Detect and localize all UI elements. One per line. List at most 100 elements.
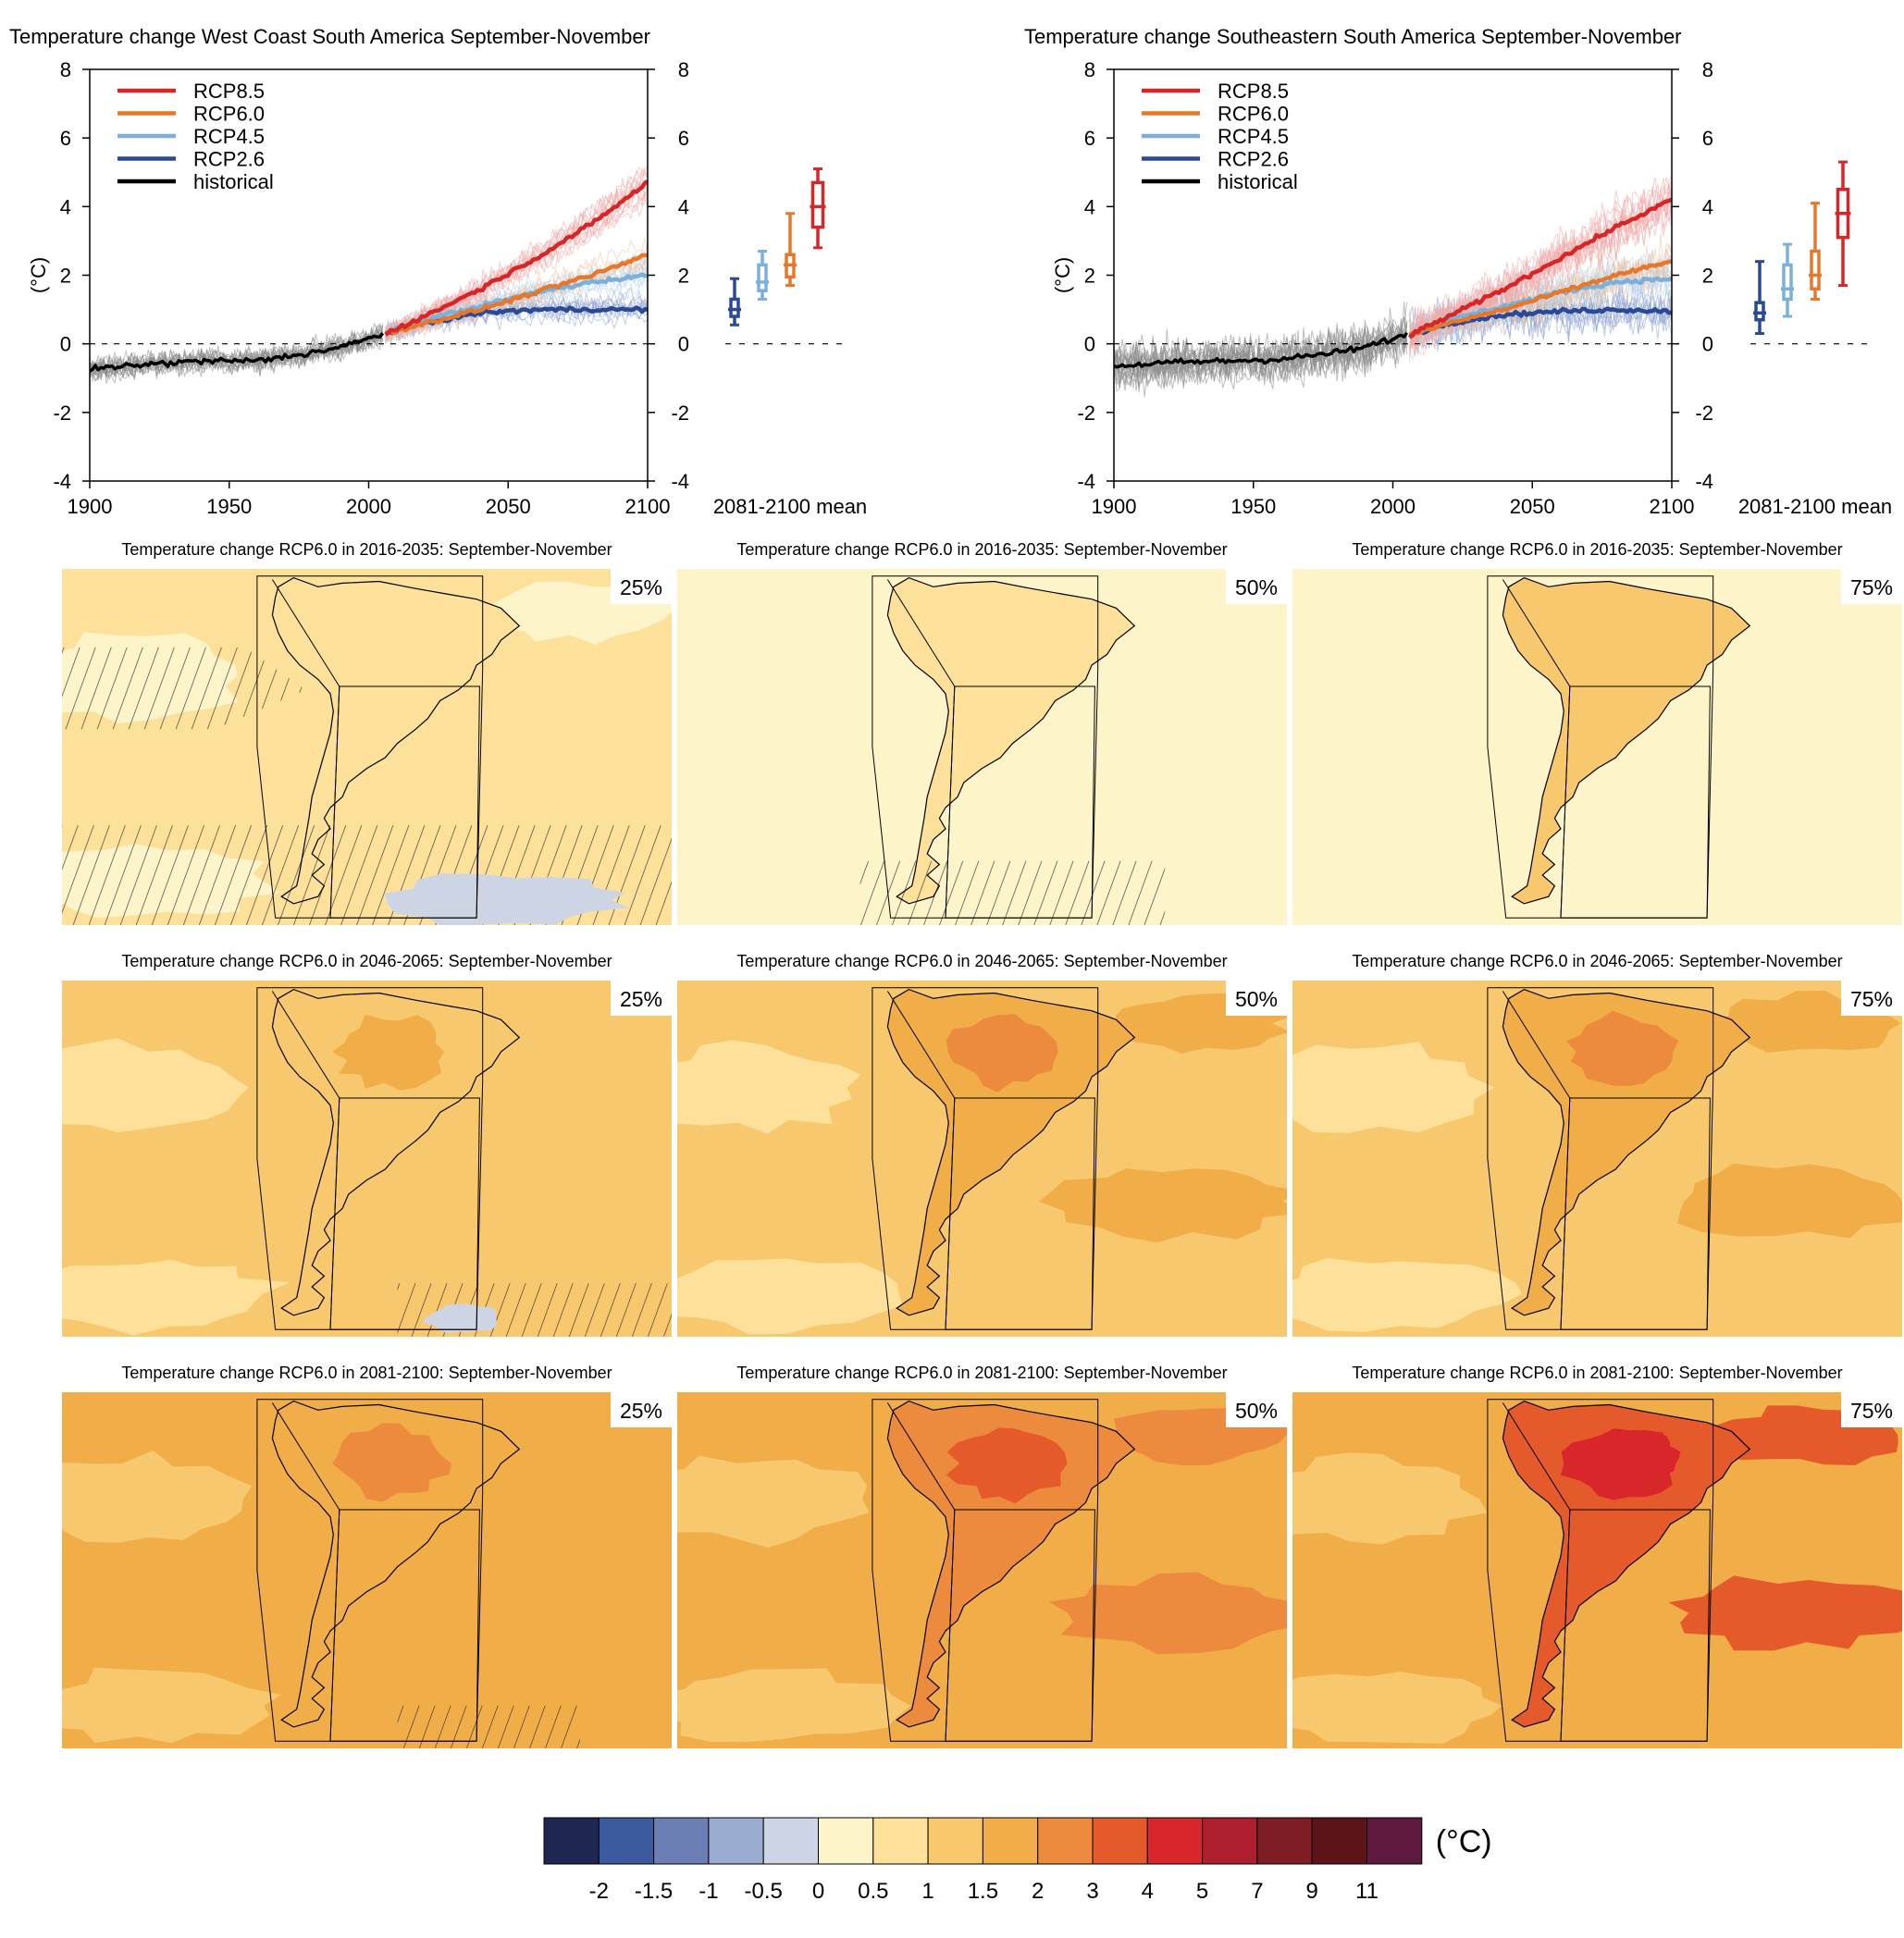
scenario-member-line	[1409, 203, 1672, 354]
ensemble-spread	[90, 165, 648, 385]
x-tick-label: 1950	[206, 495, 252, 518]
ocean-contour	[424, 1303, 497, 1334]
percentile-label: 75%	[1850, 987, 1893, 1011]
colorbar-tick-label: 1.5	[968, 1879, 998, 1904]
legend-label: RCP8.5	[193, 80, 265, 103]
legend-label: RCP4.5	[193, 125, 265, 148]
x-tick-label: 1950	[1230, 495, 1276, 518]
continent-contour	[272, 577, 520, 904]
y-tick-label-right: 6	[678, 127, 689, 150]
land-contour	[942, 605, 1069, 675]
ocean-contour	[677, 1668, 911, 1743]
colorbar-tick-label: 2	[1032, 1879, 1044, 1904]
map-panel-2016-2035-75pct: 75% Temperature change RCP6.0 in 2016-203…	[1292, 540, 1902, 925]
series-line-rcp85	[384, 179, 648, 337]
land-contour	[331, 600, 446, 681]
coastline	[271, 576, 521, 905]
series-line-historical	[1114, 331, 1409, 369]
map-title: Temperature change RCP6.0 in 2046-2065: …	[1352, 952, 1842, 970]
x-tick-label: 2100	[1650, 495, 1695, 518]
ocean-contour	[677, 634, 864, 721]
percentile-label-bg	[611, 981, 672, 1016]
y-tick-label: 8	[1084, 58, 1095, 81]
y-tick-label: 4	[1084, 195, 1095, 218]
percentile-label-bg	[1226, 1392, 1287, 1427]
percentile-label-bg	[1841, 1392, 1902, 1427]
colorbar-tick-label: 9	[1306, 1879, 1318, 1904]
map-contents	[677, 1392, 1287, 1748]
colorbar-tick-label: 7	[1251, 1879, 1263, 1904]
series-line-rcp85	[1409, 197, 1672, 339]
ts-title-southeastern: Temperature change Southeastern South Am…	[1024, 25, 1682, 48]
map-panel-2016-2035-50pct: 50% Temperature change RCP6.0 in 2016-203…	[677, 540, 1287, 925]
y-tick-label-right: 8	[678, 58, 689, 81]
boxplot-axis-label: 2081-2100 mean	[1738, 495, 1892, 518]
hatch-area	[62, 647, 306, 730]
ocean-contour	[430, 1160, 672, 1240]
y-tick-label: 0	[60, 333, 71, 356]
ts-title-west-coast: Temperature change West Coast South Amer…	[9, 25, 650, 48]
coastline	[1502, 576, 1751, 905]
coastline	[886, 988, 1136, 1316]
map-contents	[62, 1392, 672, 1748]
percentile-label: 50%	[1235, 575, 1278, 599]
y-axis-label: (°C)	[27, 257, 50, 293]
colorbar-swatch	[1037, 1817, 1094, 1865]
coastline	[1502, 988, 1751, 1316]
ocean-contour	[677, 1040, 861, 1134]
historical-member-line	[90, 327, 383, 377]
series-line-rcp60	[384, 253, 648, 336]
colorbar-unit: (°C)	[1436, 1824, 1492, 1859]
continent-contour	[1502, 1401, 1750, 1727]
colorbar-swatch	[818, 1817, 874, 1865]
colorbar-swatch	[1146, 1817, 1204, 1865]
land-contour	[332, 1423, 451, 1502]
y-tick-label: 2	[60, 265, 71, 288]
ocean-contour	[1038, 1168, 1287, 1243]
ocean-contour	[1058, 756, 1287, 831]
colorbar-tick-label: 11	[1355, 1879, 1379, 1904]
land-contour	[1566, 1010, 1679, 1086]
y-tick-label-right: 6	[1702, 127, 1713, 150]
y-tick-label-right: 4	[1702, 195, 1713, 218]
ocean-contour	[1670, 759, 1902, 832]
x-tick-label: 2050	[1510, 495, 1555, 518]
map-contents	[62, 569, 672, 925]
boxplot-box	[1810, 249, 1821, 291]
x-tick-label: 2050	[486, 495, 531, 518]
ocean-contour	[1292, 1672, 1502, 1744]
map-panel-2046-2065-25pct: 25% Temperature change RCP6.0 in 2046-206…	[62, 952, 672, 1337]
map-title: Temperature change RCP6.0 in 2016-2035: …	[736, 540, 1227, 559]
colorbar-swatch	[1366, 1817, 1423, 1865]
historical-member-line	[90, 333, 384, 378]
y-tick-label: -2	[53, 401, 71, 425]
scenario-member-line	[385, 256, 648, 343]
map-panel-2081-2100-50pct: 50% Temperature change RCP6.0 in 2081-210…	[677, 1364, 1287, 1748]
plot-area: -4 -4 -2 -2 0 0 2 2 4 4 6 6 8 8 1900 1950 2000 2050 2100 (°…	[27, 58, 867, 518]
colorbar-swatch	[653, 1817, 710, 1865]
y-tick-label: 4	[60, 195, 71, 218]
ocean-contour	[1292, 1257, 1523, 1332]
ocean-contour	[1676, 1163, 1902, 1239]
percentile-label: 50%	[1235, 987, 1278, 1011]
timeseries-southeastern: Temperature change Southeastern South Am…	[1024, 25, 1892, 518]
colorbar-swatch	[762, 1817, 820, 1865]
map-panel-2081-2100-25pct: 25% Temperature change RCP6.0 in 2081-210…	[62, 1364, 672, 1748]
continent-contour	[887, 989, 1135, 1315]
y-tick-label: 8	[60, 58, 71, 81]
ocean-contour	[677, 846, 899, 922]
boxplot-box	[729, 297, 740, 318]
map-title: Temperature change RCP6.0 in 2081-2100: …	[736, 1364, 1227, 1382]
hatch-area	[859, 860, 1166, 925]
legend-label: historical	[193, 170, 274, 193]
colorbar-swatch	[1256, 1817, 1313, 1865]
percentile-label: 25%	[620, 987, 662, 1011]
colorbar-tick-label: 0	[812, 1879, 824, 1904]
colorbar-tick-label: -2	[589, 1879, 609, 1904]
boxplot-box	[1782, 263, 1793, 302]
legend-label: RCP2.6	[193, 148, 265, 171]
ocean-contour	[1292, 1042, 1495, 1133]
y-tick-label: 2	[1084, 265, 1095, 288]
region-divider	[271, 991, 340, 1330]
ocean-contour	[1292, 631, 1476, 722]
